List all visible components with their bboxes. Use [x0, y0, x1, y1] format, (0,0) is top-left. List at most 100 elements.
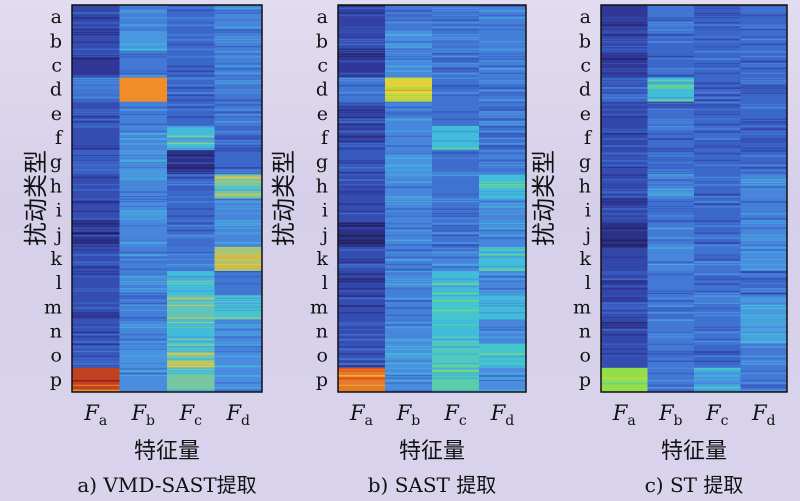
heatmap-cell-a-Fa	[601, 5, 648, 30]
x-tick-label: Fc	[705, 401, 729, 429]
heatmap-cell-k-Fa	[72, 246, 120, 272]
y-tick-label: b	[50, 30, 62, 52]
y-tick-label: e	[580, 103, 591, 125]
heatmap-cell-o-Fa	[72, 343, 120, 369]
y-tick-label: i	[56, 200, 62, 222]
heatmap-cell-k-Fd	[740, 246, 787, 272]
heatmap-cell-l-Fb	[385, 271, 433, 296]
heatmap-cell-n-Fa	[72, 319, 120, 345]
heatmap-cell-h-Fd	[740, 174, 787, 199]
heatmap-cell-a-Fc	[432, 5, 480, 30]
heatmap-cell-b-Fd	[740, 29, 787, 54]
panel-c-frame	[600, 4, 788, 393]
y-tick-label: h	[50, 175, 62, 197]
y-tick-label: o	[51, 345, 62, 367]
heatmap-cell-m-Fc	[167, 295, 215, 320]
heatmap-cell-n-Fb	[385, 319, 433, 345]
y-tick-label: g	[579, 151, 591, 173]
heatmap-cell-h-Fb	[119, 174, 168, 199]
heatmap-cell-c-Fc	[694, 53, 741, 79]
panel-b-caption: b) SAST 提取	[368, 473, 497, 497]
heatmap-cell-m-Fb	[119, 295, 168, 320]
y-tick-label: p	[316, 369, 328, 391]
heatmap-cell-l-Fd	[740, 271, 787, 296]
heatmap-cell-l-Fa	[601, 271, 648, 296]
heatmap-cell-l-Fc	[167, 271, 215, 296]
panel-a-caption: a) VMD-SAST提取	[77, 473, 256, 497]
heatmap-cell-a-Fd	[740, 5, 787, 30]
heatmap-cell-o-Fc	[167, 343, 215, 369]
heatmap-cell-f-Fd	[740, 125, 787, 151]
y-tick-label: b	[579, 30, 591, 52]
y-tick-label: b	[316, 30, 328, 52]
heatmap-cell-a-Fb	[385, 5, 433, 30]
heatmap-cell-h-Fd	[214, 174, 262, 199]
x-tick-label: Fb	[658, 401, 683, 429]
heatmap-cell-a-Fc	[694, 5, 741, 30]
heatmap-cell-g-Fd	[214, 150, 262, 175]
heatmap-cell-a-Fa	[338, 5, 386, 30]
heatmap-cell-p-Fd	[214, 367, 262, 392]
y-tick-label: j	[54, 224, 62, 246]
y-tick-label: c	[51, 54, 62, 76]
heatmap-cell-n-Fa	[601, 319, 648, 345]
heatmap-cell-n-Fb	[647, 319, 695, 345]
panel-c-xlabel: 特征量	[661, 439, 727, 464]
y-tick-label: d	[50, 79, 62, 101]
heatmap-cell-k-Fb	[647, 246, 695, 272]
heatmap-cell-k-Fc	[694, 246, 741, 272]
heatmap-cell-e-Fb	[385, 101, 433, 127]
heatmap-cell-n-Fc	[167, 319, 215, 345]
y-tick-label: l	[56, 272, 62, 294]
panel-a-cells	[72, 5, 262, 392]
heatmap-cell-c-Fb	[385, 53, 433, 79]
y-tick-label: m	[44, 296, 62, 318]
heatmap-cell-a-Fd	[479, 5, 526, 30]
heatmap-cell-l-Fd	[479, 271, 526, 296]
heatmap-cell-f-Fb	[119, 125, 168, 151]
y-tick-label: l	[322, 272, 328, 294]
heatmap-cell-a-Fd	[214, 5, 262, 30]
panel-c-cells	[601, 5, 787, 392]
heatmap-cell-e-Fb	[119, 101, 168, 127]
heatmap-cell-j-Fc	[167, 222, 215, 248]
heatmap-cell-j-Fd	[214, 222, 262, 248]
heatmap-cell-j-Fc	[694, 222, 741, 248]
x-tick-label: Fa	[83, 401, 107, 429]
heatmap-cell-e-Fd	[479, 101, 526, 127]
heatmap-cell-d-Fb	[119, 77, 168, 103]
heatmap-cell-d-Fa	[72, 77, 120, 103]
y-tick-label: o	[317, 345, 328, 367]
heatmap-cell-c-Fc	[167, 53, 215, 79]
heatmap-cell-h-Fd	[479, 174, 526, 199]
heatmap-cell-p-Fb	[385, 367, 433, 392]
y-tick-label: f	[584, 127, 593, 149]
heatmap-cell-e-Fa	[601, 101, 648, 127]
heatmap-cell-h-Fa	[338, 174, 386, 199]
heatmap-cell-f-Fb	[385, 125, 433, 151]
heatmap-cell-k-Fb	[385, 246, 433, 272]
heatmap-cell-d-Fd	[740, 77, 787, 103]
heatmap-cell-d-Fb	[647, 77, 695, 103]
heatmap-cell-m-Fb	[647, 295, 695, 320]
y-tick-label: c	[317, 54, 328, 76]
heatmap-cell-d-Fc	[432, 77, 480, 103]
heatmap-cell-o-Fd	[214, 343, 262, 369]
heatmap-cell-m-Fa	[601, 295, 648, 320]
heatmap-cell-l-Fb	[647, 271, 695, 296]
heatmap-cell-g-Fc	[432, 150, 480, 175]
y-tick-label: i	[322, 200, 328, 222]
heatmap-cell-h-Fc	[432, 174, 480, 199]
heatmap-cell-o-Fc	[694, 343, 741, 369]
heatmap-cell-c-Fd	[479, 53, 526, 79]
heatmap-cell-d-Fc	[694, 77, 741, 103]
y-tick-label: p	[50, 369, 62, 391]
panel-b-xlabel: 特征量	[399, 439, 465, 464]
panel-b-frame	[337, 4, 527, 393]
panel-c-caption: c) ST 提取	[645, 473, 744, 497]
heatmap-cell-h-Fc	[167, 174, 215, 199]
heatmap-cell-l-Fa	[338, 271, 386, 296]
heatmap-cell-n-Fd	[214, 319, 262, 345]
y-tick-label: j	[583, 224, 591, 246]
